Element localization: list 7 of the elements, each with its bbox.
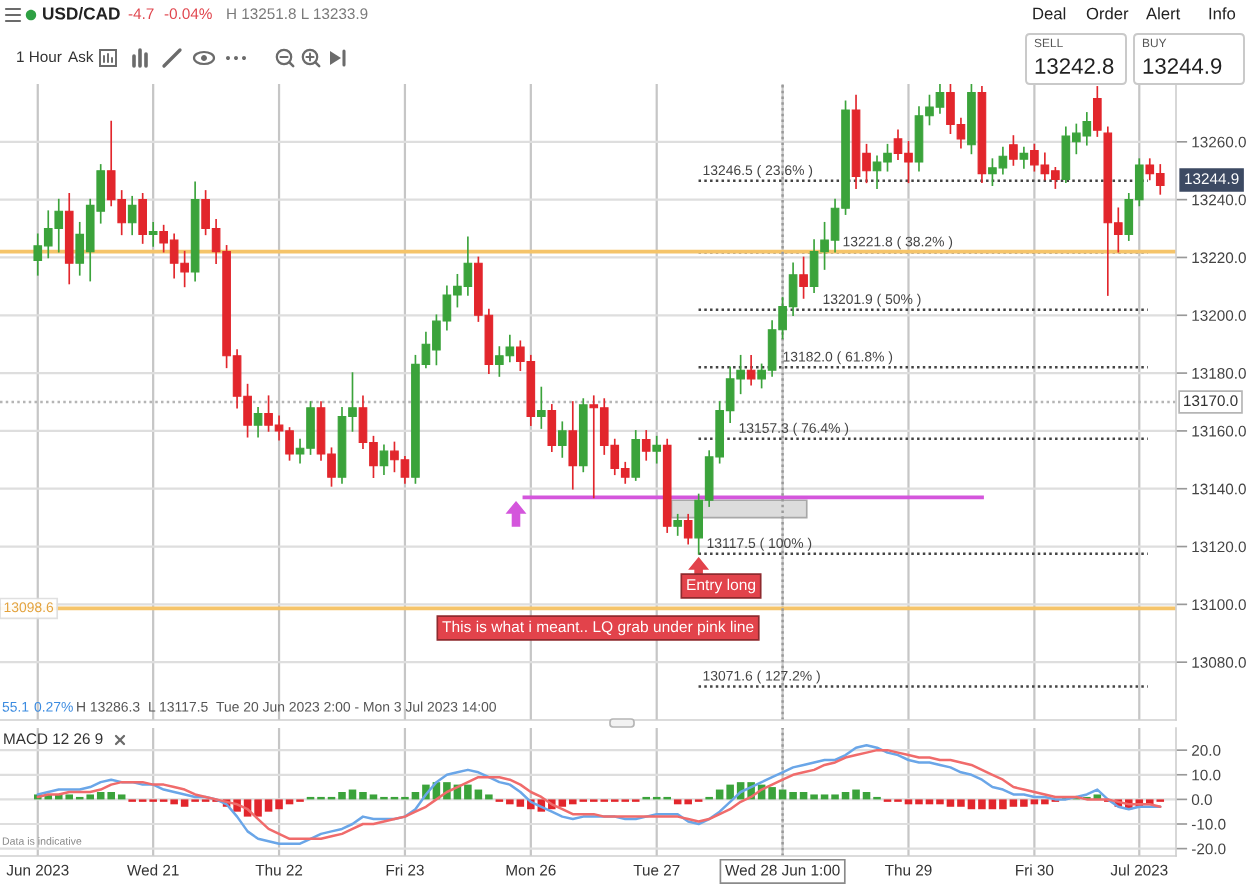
text: 13242.8 [1035, 58, 1114, 74]
text: Alert [1146, 7, 1181, 20]
text: Deal [1033, 7, 1066, 20]
text: Order [1086, 7, 1129, 20]
text: 13244.9 [1143, 58, 1222, 74]
text: Info [1209, 7, 1236, 20]
chart-title: USD/CAD [43, 6, 120, 20]
